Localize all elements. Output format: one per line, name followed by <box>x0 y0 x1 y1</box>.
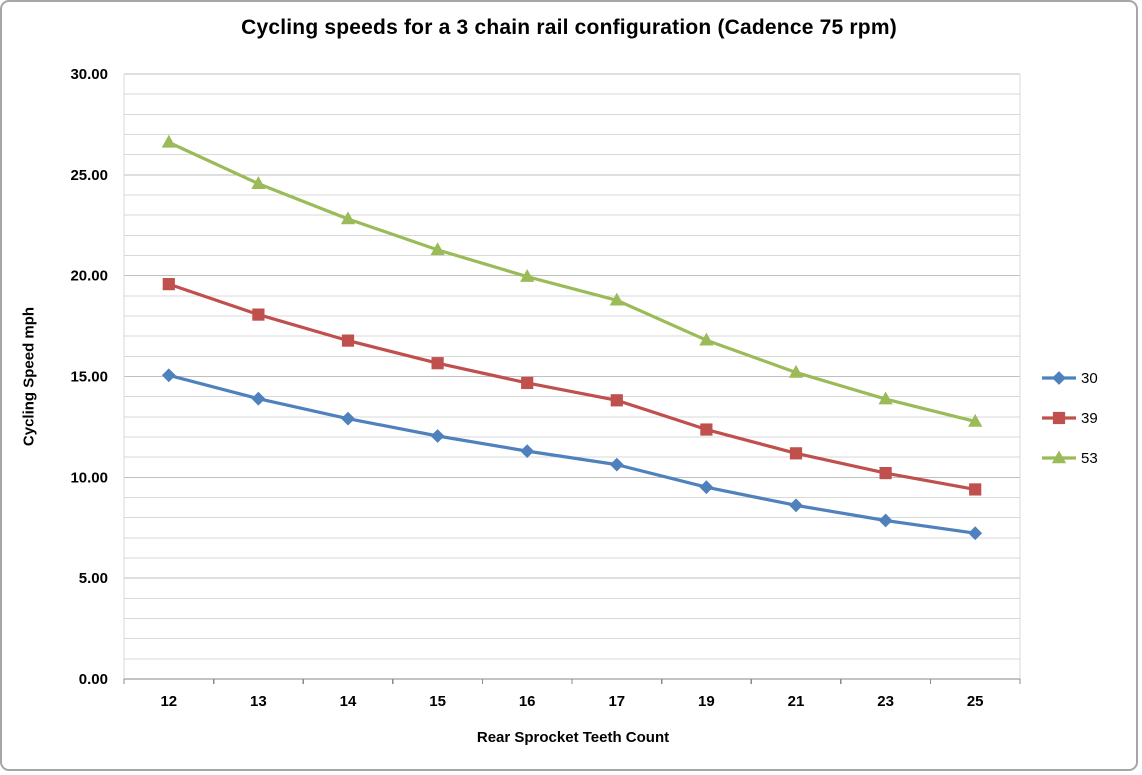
legend-item-30: 30 <box>1042 368 1098 388</box>
square-marker <box>431 357 444 370</box>
triangle-marker <box>340 211 356 225</box>
diamond-marker <box>1052 371 1066 385</box>
series-line-39 <box>167 282 977 492</box>
diamond-marker <box>161 368 176 383</box>
square-marker <box>879 466 892 480</box>
legend-item-39: 39 <box>1042 408 1098 428</box>
legend-item-53: 53 <box>1042 448 1098 468</box>
diamond-marker <box>251 391 266 406</box>
diamond-marker <box>520 444 535 459</box>
square-marker <box>969 483 982 496</box>
chart-title: Cycling speeds for a 3 chain rail config… <box>241 16 897 39</box>
y-tick-label: 25.00 <box>70 167 108 184</box>
triangle-marker <box>699 332 714 346</box>
series-line-53 <box>167 140 977 424</box>
y-tick-label: 15.00 <box>70 369 108 386</box>
y-tick-label: 30.00 <box>70 66 108 83</box>
square-marker <box>700 423 713 436</box>
x-tick-label: 19 <box>698 693 715 710</box>
square-marker <box>789 447 803 460</box>
x-tick-label: 25 <box>967 693 984 710</box>
square-marker <box>162 278 175 291</box>
y-tick-label: 10.00 <box>70 469 108 486</box>
legend-label: 53 <box>1081 449 1098 467</box>
square-marker <box>610 394 623 407</box>
x-axis-title: Rear Sprocket Teeth Count <box>476 729 670 746</box>
triangle-marker <box>968 413 983 427</box>
x-tick-label: 15 <box>429 693 446 710</box>
square-marker <box>1052 411 1066 425</box>
x-tick-label: 17 <box>608 693 625 710</box>
x-tick-label: 12 <box>160 693 177 710</box>
diamond-marker <box>341 411 355 426</box>
square-marker <box>341 334 355 347</box>
legend-label: 39 <box>1081 409 1098 427</box>
diamond-marker <box>878 513 893 528</box>
triangle-marker <box>609 292 624 306</box>
y-tick-label: 0.00 <box>79 671 108 688</box>
triangle-marker <box>161 134 176 148</box>
y-tick-label: 5.00 <box>79 570 108 587</box>
y-axis-title: Cycling Speed mph <box>20 306 38 447</box>
series-line-30 <box>167 373 977 535</box>
triangle-marker <box>878 391 893 405</box>
triangle-marker <box>251 176 266 189</box>
square-marker <box>252 308 265 321</box>
diamond-marker <box>968 526 983 541</box>
legend-key-icon <box>1042 411 1076 425</box>
diamond-marker <box>609 457 624 472</box>
x-tick-label: 16 <box>519 693 536 710</box>
series-53 <box>161 134 983 427</box>
diamond-marker <box>699 480 714 495</box>
square-marker <box>521 376 534 390</box>
series-30 <box>161 368 983 541</box>
triangle-marker <box>430 242 445 256</box>
x-tick-label: 21 <box>788 693 805 710</box>
x-tick-label: 13 <box>250 693 267 710</box>
x-tick-label: 14 <box>340 693 357 710</box>
triangle-marker <box>1051 450 1067 464</box>
legend-key-icon <box>1042 450 1076 464</box>
triangle-marker <box>520 269 535 282</box>
legend-key-icon <box>1042 371 1076 385</box>
x-tick-label: 23 <box>877 693 894 710</box>
triangle-marker <box>788 364 804 378</box>
series-39 <box>162 278 982 496</box>
y-tick-label: 20.00 <box>70 268 108 285</box>
legend-label: 30 <box>1081 369 1098 387</box>
diamond-marker <box>789 498 803 513</box>
legend: 30 39 53 <box>1042 368 1098 468</box>
diamond-marker <box>430 429 445 443</box>
